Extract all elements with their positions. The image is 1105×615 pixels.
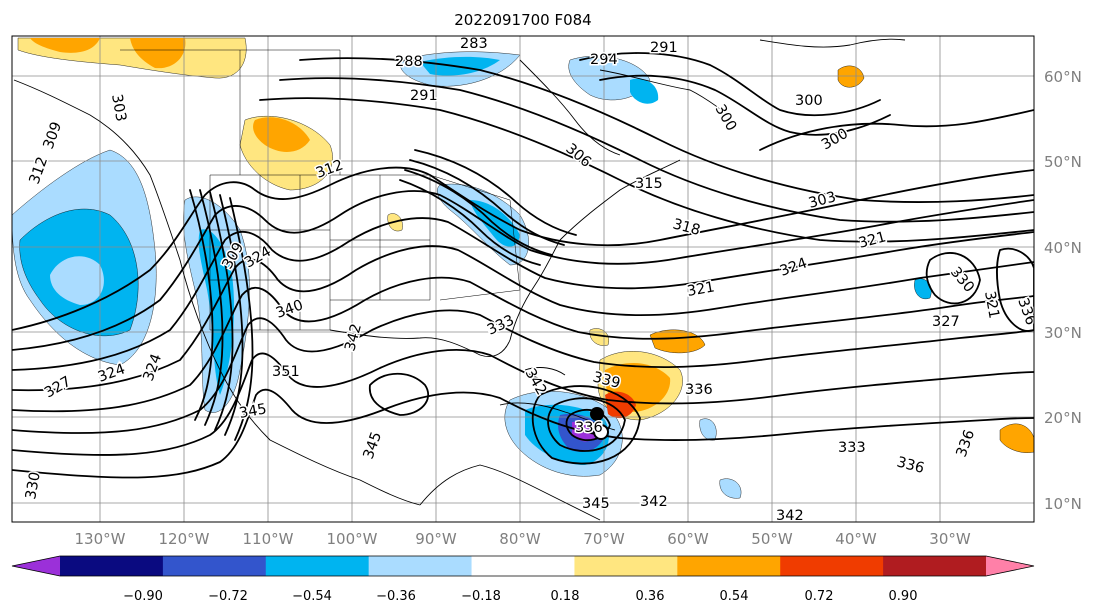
- contour-label: 315: [635, 176, 663, 192]
- colorbar-extend-high: [986, 556, 1034, 576]
- lon-label: 30°W: [929, 530, 971, 548]
- lon-label: 60°W: [667, 530, 709, 548]
- colorbar-extend-low: [12, 556, 60, 576]
- lat-label: 30°N: [1044, 324, 1082, 342]
- colorbar-segment: [883, 556, 987, 576]
- contour-label: 321: [686, 279, 716, 300]
- orange-area-atlantic-ne: [837, 65, 865, 88]
- contour-label: 291: [410, 88, 438, 104]
- lon-label: 130°W: [75, 530, 126, 548]
- colorbar-tick-label: −0.18: [461, 589, 501, 604]
- colorbar-segment: [780, 556, 884, 576]
- lon-label: 100°W: [327, 530, 378, 548]
- colorbar-segment: [574, 556, 678, 576]
- map-frame: [11, 35, 1035, 523]
- lon-label: 80°W: [499, 530, 541, 548]
- contour-lines: [12, 52, 1034, 479]
- orange-area-alaska: [30, 38, 186, 69]
- contour-label: 294: [590, 52, 618, 68]
- colorbar-segment: [60, 556, 164, 576]
- storm-center-ring: [593, 424, 609, 440]
- contour-label: 303: [108, 93, 129, 123]
- contour-label: 351: [272, 364, 300, 380]
- colorbar-tick-label: −0.36: [376, 589, 416, 604]
- orange-area-east: [999, 423, 1034, 453]
- storm-center-marker: [590, 407, 604, 421]
- lat-label: 20°N: [1044, 409, 1082, 427]
- contour-label: 342: [776, 508, 804, 524]
- colorbar-ticks: −0.90 −0.72 −0.54 −0.36 −0.18 0.18 0.36 …: [123, 589, 917, 604]
- colorbar-tick-label: −0.90: [123, 589, 163, 604]
- colorbar-tick-label: 0.36: [636, 589, 665, 604]
- lat-label: 40°N: [1044, 239, 1082, 257]
- figure-title: 2022091700 F084: [454, 11, 591, 29]
- lightblue-hole-pacific: [50, 256, 104, 305]
- contour-label: 330: [23, 471, 44, 501]
- colorbar-outline: [11, 555, 1035, 577]
- blue-blob-south2: [719, 478, 742, 499]
- orange-area-canada: [253, 117, 310, 152]
- lon-label: 40°W: [835, 530, 877, 548]
- gridlines: [12, 36, 1034, 522]
- colorbar: −0.90 −0.72 −0.54 −0.36 −0.18 0.18 0.36 …: [11, 555, 1035, 604]
- contour-label: 291: [650, 40, 678, 56]
- colorbar-tick-label: 0.72: [805, 589, 834, 604]
- longitude-labels: 130°W 120°W 110°W 100°W 90°W 80°W 70°W 6…: [75, 530, 971, 548]
- lon-label: 120°W: [159, 530, 210, 548]
- orange-area-gulf: [649, 329, 706, 354]
- storm-markers: [590, 407, 609, 440]
- colorbar-tick-label: 0.54: [720, 589, 749, 604]
- contour-label: 336: [685, 382, 713, 398]
- contour-label: 345: [238, 401, 268, 422]
- colorbar-segment: [471, 556, 575, 576]
- lon-label: 90°W: [415, 530, 457, 548]
- colorbar-tick-label: −0.72: [208, 589, 248, 604]
- map-panel: 283 291 294 288 291 300 300 300 303 303 …: [11, 35, 1082, 548]
- colorbar-segment: [368, 556, 473, 576]
- contour-label: 336: [575, 420, 603, 436]
- contour-label: 300: [795, 93, 823, 109]
- colorbar-segment: [677, 556, 781, 576]
- colorbar-tick-label: 0.90: [889, 589, 918, 604]
- red-area-atlantic: [605, 391, 636, 419]
- contour-label: 327: [932, 314, 960, 330]
- lon-label: 70°W: [583, 530, 625, 548]
- state-borders: [120, 49, 521, 331]
- contour-label: 333: [838, 440, 866, 456]
- colorbar-segments: [12, 556, 1034, 576]
- colorbar-tick-label: 0.18: [551, 589, 580, 604]
- latitude-labels: 60°N 50°N 40°N 30°N 20°N 10°N: [1044, 68, 1082, 513]
- lon-label: 110°W: [243, 530, 294, 548]
- contour-label: 339: [591, 369, 622, 392]
- colorbar-segment: [162, 556, 267, 576]
- contour-label: 288: [395, 54, 423, 70]
- colorbar-segment: [265, 556, 370, 576]
- cyan-blob-east: [914, 278, 932, 300]
- lat-label: 10°N: [1044, 495, 1082, 513]
- contour-label: 321: [981, 290, 1002, 320]
- contour-label: 345: [582, 496, 610, 512]
- colorbar-tick-label: −0.54: [292, 589, 332, 604]
- contour-label: 283: [460, 36, 488, 52]
- lon-label: 50°W: [751, 530, 793, 548]
- contour-label: 342: [640, 494, 668, 510]
- lat-label: 50°N: [1044, 153, 1082, 171]
- cyan-area-labrador: [630, 78, 659, 104]
- lat-label: 60°N: [1044, 68, 1082, 86]
